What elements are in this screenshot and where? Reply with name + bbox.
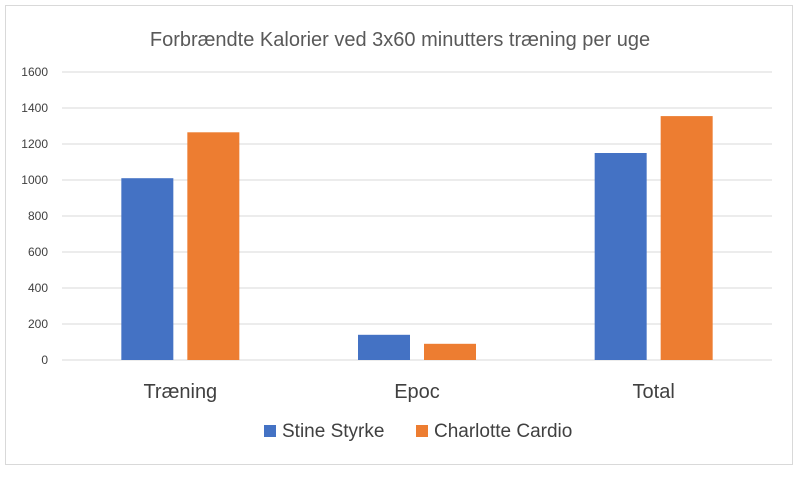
bar bbox=[660, 116, 713, 360]
x-tick-label: Total bbox=[633, 381, 675, 403]
bars bbox=[121, 116, 713, 360]
legend-swatch bbox=[264, 425, 276, 437]
y-tick-label: 1200 bbox=[21, 137, 48, 151]
y-axis: 0 200 400 600 800 1000 1200 1400 1600 bbox=[21, 65, 48, 367]
gridlines bbox=[62, 71, 772, 361]
legend: Stine Styrke Charlotte Cardio bbox=[264, 421, 572, 442]
chart-title: Forbrændte Kalorier ved 3x60 minutters t… bbox=[150, 29, 650, 51]
y-tick-label: 200 bbox=[28, 317, 48, 331]
bar bbox=[121, 178, 174, 360]
legend-swatch bbox=[416, 425, 428, 437]
y-tick-label: 1000 bbox=[21, 173, 48, 187]
y-tick-label: 1400 bbox=[21, 101, 48, 115]
x-axis: Træning Epoc Total bbox=[143, 381, 674, 403]
y-tick-label: 0 bbox=[41, 353, 48, 367]
bar bbox=[187, 132, 240, 360]
legend-label: Stine Styrke bbox=[282, 421, 384, 442]
bar bbox=[358, 334, 410, 360]
legend-label: Charlotte Cardio bbox=[434, 421, 572, 442]
bar bbox=[594, 153, 647, 360]
y-tick-label: 600 bbox=[28, 245, 48, 259]
y-tick-label: 800 bbox=[28, 209, 48, 223]
x-tick-label: Epoc bbox=[394, 381, 440, 403]
y-tick-label: 1600 bbox=[21, 65, 48, 79]
bar bbox=[424, 343, 476, 360]
y-tick-label: 400 bbox=[28, 281, 48, 295]
x-tick-label: Træning bbox=[143, 381, 217, 403]
